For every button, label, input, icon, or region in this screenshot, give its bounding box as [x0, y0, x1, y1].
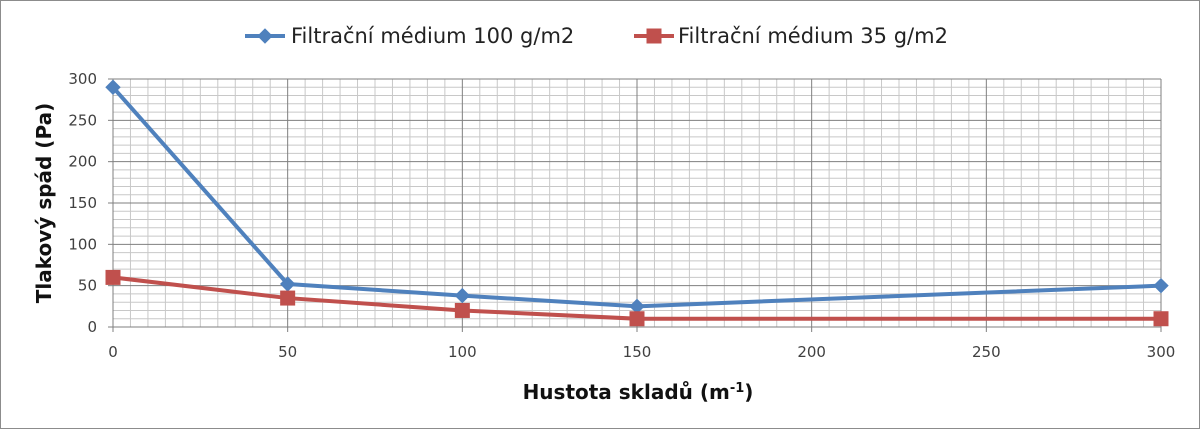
y-tick-label: 100 [68, 235, 97, 253]
data-point [454, 302, 470, 318]
series [105, 79, 1169, 327]
data-point [454, 287, 471, 304]
x-axis-title-main: Hustota skladů (m [523, 380, 730, 404]
legend-item-2: Filtrační médium 35 g/m2 [634, 24, 948, 48]
x-tick-label: 200 [797, 343, 826, 361]
y-tick-label: 50 [78, 277, 97, 295]
x-axis-title: Hustota skladů (m-1) [523, 380, 754, 404]
axes [108, 78, 1162, 332]
x-tick-label: 0 [108, 343, 118, 361]
y-tick-label: 150 [68, 194, 97, 212]
x-tick-label: 100 [448, 343, 477, 361]
data-point [629, 311, 645, 327]
legend-marker [257, 28, 273, 44]
y-tick-label: 0 [87, 318, 97, 336]
y-tick-label: 200 [68, 153, 97, 171]
x-tick-label: 300 [1147, 343, 1176, 361]
data-point [105, 79, 121, 95]
legend-label: Filtrační médium 100 g/m2 [291, 24, 574, 48]
tick-labels: 0 50 100 150 200 250 300 0 50 100 150 200 250 300 [68, 70, 1175, 361]
x-tick-label: 50 [278, 343, 297, 361]
x-tick-label: 250 [972, 343, 1001, 361]
data-point [105, 269, 121, 285]
legend: Filtrační médium 100 g/m2 Filtrační médiu… [245, 24, 948, 48]
legend-item-1: Filtrační médium 100 g/m2 [245, 24, 574, 48]
series-2 [105, 269, 1169, 327]
data-point [1153, 311, 1169, 327]
data-point [280, 290, 296, 306]
x-tick-label: 150 [623, 343, 652, 361]
y-tick-label: 300 [68, 70, 97, 88]
x-axis-title-end: ) [744, 380, 753, 404]
y-tick-label: 250 [68, 111, 97, 129]
x-axis-title-sup: -1 [730, 381, 744, 396]
y-axis-title: Tlakový spád (Pa) [32, 103, 56, 303]
data-point [1153, 277, 1169, 294]
legend-marker [646, 28, 662, 44]
legend-label: Filtrační médium 35 g/m2 [678, 24, 948, 48]
grid [113, 78, 1162, 327]
